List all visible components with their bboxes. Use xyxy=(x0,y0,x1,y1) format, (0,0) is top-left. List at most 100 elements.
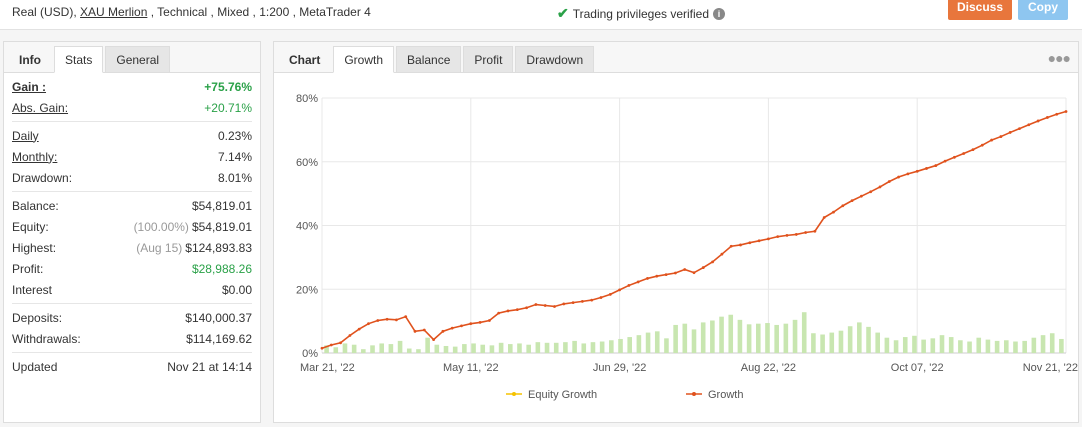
daily-bar xyxy=(397,340,403,353)
growth-point xyxy=(1027,123,1031,127)
updated-row: Updated Nov 21 at 14:14 xyxy=(12,356,252,377)
daily-bar xyxy=(664,338,669,353)
growth-point xyxy=(869,190,873,194)
growth-point xyxy=(618,288,621,292)
daily-bar xyxy=(967,341,972,353)
daily-bar xyxy=(498,342,504,353)
tab-stats[interactable]: Stats xyxy=(54,46,104,73)
growth-point xyxy=(497,311,501,315)
daily-bar xyxy=(756,323,761,353)
growth-point xyxy=(1018,127,1021,130)
growth-point xyxy=(627,284,631,287)
monthly-label[interactable]: Monthly: xyxy=(12,149,58,164)
y-tick-label: 60% xyxy=(296,157,318,169)
growth-line xyxy=(321,110,1067,349)
tab-balance[interactable]: Balance xyxy=(396,46,462,73)
tab-growth[interactable]: Growth xyxy=(333,46,395,73)
daily-bar xyxy=(553,342,559,353)
daily-bar xyxy=(1022,340,1027,353)
drawdown-label: Drawdown: xyxy=(12,170,73,185)
daily-bar xyxy=(948,337,954,353)
daily-bar xyxy=(811,333,816,353)
tab-chart[interactable]: Chart xyxy=(289,53,321,67)
growth-point xyxy=(636,280,640,284)
daily-bar xyxy=(563,342,568,353)
discuss-button[interactable]: Discuss xyxy=(948,0,1012,20)
account-header: Real (USD), XAU Merlion , Technical , Mi… xyxy=(0,0,1082,30)
daily-bar xyxy=(544,342,550,353)
growth-point xyxy=(553,305,556,308)
daily-bar xyxy=(857,322,862,353)
growth-point xyxy=(943,159,947,163)
growth-point xyxy=(646,277,649,280)
stats-tabs: Info Stats General xyxy=(4,42,260,73)
growth-point xyxy=(999,135,1003,138)
growth-point xyxy=(1064,110,1068,113)
highest-note: (Aug 15) xyxy=(136,240,183,255)
daily-label[interactable]: Daily xyxy=(12,128,39,143)
daily-bar xyxy=(517,343,522,353)
daily-bar xyxy=(609,340,614,353)
balance-row: Balance: $54,819.01 xyxy=(12,195,252,216)
tab-info[interactable]: Info xyxy=(19,53,41,67)
drawdown-row: Drawdown: 8.01% xyxy=(12,167,252,188)
daily-bar xyxy=(847,326,853,353)
growth-point xyxy=(478,321,482,324)
growth-point xyxy=(376,319,380,322)
tab-drawdown[interactable]: Drawdown xyxy=(515,46,595,73)
highest-value: $124,893.83 xyxy=(185,240,252,255)
growth-point xyxy=(785,233,789,237)
daily-bar xyxy=(774,324,779,353)
daily-bar xyxy=(1040,335,1046,353)
tab-profit[interactable]: Profit xyxy=(463,46,514,73)
gain-label[interactable]: Gain : xyxy=(12,79,47,94)
abs-gain-label[interactable]: Abs. Gain: xyxy=(12,100,69,115)
daily-bar xyxy=(838,330,844,353)
daily-bar xyxy=(627,337,632,353)
growth-point xyxy=(320,346,324,350)
daily-bar xyxy=(333,347,339,353)
growth-point xyxy=(757,239,761,243)
growth-point xyxy=(515,308,519,312)
x-tick-label: Nov 21, '22 xyxy=(1023,362,1078,374)
growth-point xyxy=(729,244,733,248)
growth-chart: 0% 20% 40% 60% 80% Mar 21, '22 May 11, '22 Jun … xyxy=(274,73,1080,424)
growth-point xyxy=(460,324,463,328)
info-icon[interactable]: i xyxy=(713,7,726,20)
highest-row: Highest: (Aug 15) $124,893.83 xyxy=(12,237,252,258)
daily-bar xyxy=(985,339,991,353)
daily-bar xyxy=(700,322,706,353)
daily-bar xyxy=(893,340,899,353)
check-icon: ✔ xyxy=(557,5,569,21)
copy-button[interactable]: Copy xyxy=(1018,0,1068,20)
daily-bar xyxy=(406,348,412,353)
profit-value: $28,988.26 xyxy=(191,261,252,276)
growth-point xyxy=(990,138,993,142)
daily-bar xyxy=(783,323,789,353)
daily-bar xyxy=(581,343,587,353)
tab-general[interactable]: General xyxy=(105,46,171,73)
daily-bar xyxy=(719,316,724,353)
daily-bar xyxy=(489,345,495,353)
daily-bar xyxy=(1031,337,1037,353)
deposits-row: Deposits: $140,000.37 xyxy=(12,307,252,328)
abs-gain-value: +20.71% xyxy=(204,100,252,115)
growth-point xyxy=(432,338,435,342)
broker-link[interactable]: XAU Merlion xyxy=(80,5,148,19)
growth-point xyxy=(367,322,370,326)
growth-point xyxy=(720,252,724,256)
daily-bar xyxy=(388,344,394,353)
daily-bar xyxy=(379,343,384,353)
daily-bar xyxy=(535,342,541,353)
growth-point xyxy=(897,175,900,179)
growth-point xyxy=(832,210,835,214)
stats-panel: Info Stats General Gain : +75.76% Abs. G… xyxy=(3,41,261,423)
stats-list: Gain : +75.76% Abs. Gain: +20.71% Daily … xyxy=(4,73,260,380)
legend-equity-marker xyxy=(512,392,516,396)
daily-bar xyxy=(526,344,531,353)
daily-bar xyxy=(691,329,697,353)
equity-label: Equity: xyxy=(12,219,49,234)
more-options-icon[interactable]: ●●● xyxy=(1047,50,1071,66)
growth-point xyxy=(674,271,677,275)
x-tick-label: Jun 29, '22 xyxy=(593,362,646,374)
